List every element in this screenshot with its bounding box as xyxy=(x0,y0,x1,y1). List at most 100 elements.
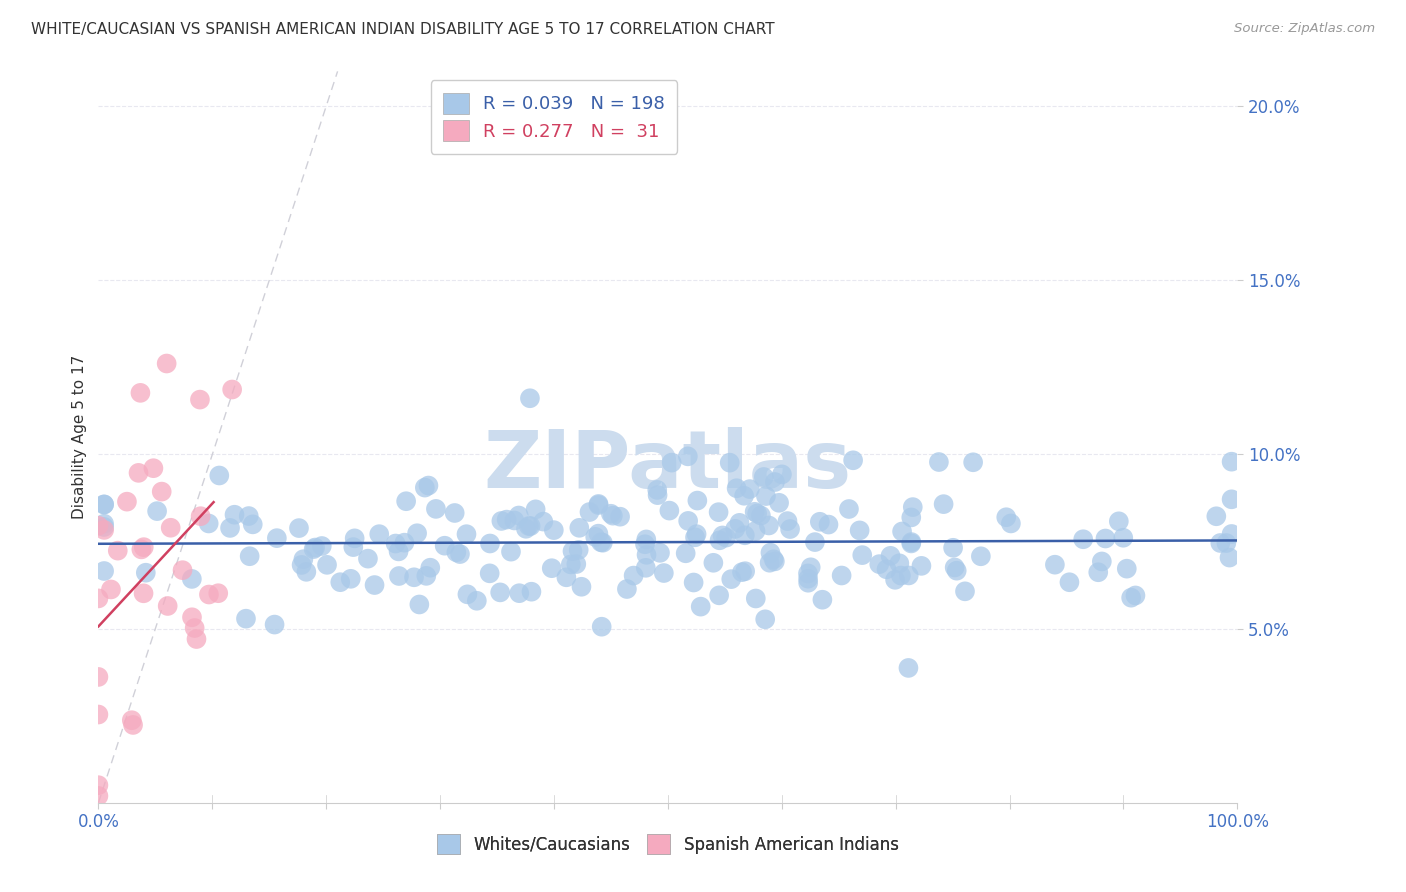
Point xyxy=(508,586,530,600)
Point xyxy=(115,494,138,508)
Point xyxy=(329,575,352,590)
Point xyxy=(709,533,731,548)
Point xyxy=(93,523,115,537)
Point xyxy=(733,489,755,503)
Point xyxy=(945,564,967,578)
Point xyxy=(1215,536,1237,550)
Point xyxy=(1108,514,1130,528)
Point xyxy=(897,661,920,675)
Point xyxy=(295,565,318,579)
Point xyxy=(900,536,922,550)
Point xyxy=(685,527,707,541)
Point xyxy=(634,537,657,551)
Point xyxy=(734,564,756,578)
Point xyxy=(142,461,165,475)
Point xyxy=(592,535,614,549)
Point xyxy=(588,498,610,512)
Point xyxy=(636,533,658,547)
Point xyxy=(724,522,747,536)
Point xyxy=(1094,532,1116,546)
Point xyxy=(93,520,115,534)
Point xyxy=(1091,554,1114,568)
Point xyxy=(384,536,406,550)
Point xyxy=(131,542,153,557)
Point xyxy=(316,558,339,572)
Point xyxy=(808,515,831,529)
Point xyxy=(190,509,212,524)
Point xyxy=(408,598,430,612)
Point xyxy=(890,568,912,582)
Point xyxy=(900,510,922,524)
Point xyxy=(129,385,152,400)
Point xyxy=(962,455,984,469)
Point xyxy=(602,508,624,523)
Point xyxy=(718,456,741,470)
Point xyxy=(770,467,793,482)
Point xyxy=(207,586,229,600)
Point xyxy=(388,569,411,583)
Point xyxy=(831,568,853,582)
Point xyxy=(263,617,285,632)
Point xyxy=(868,557,890,571)
Point xyxy=(415,569,437,583)
Point xyxy=(515,522,537,536)
Point xyxy=(339,572,361,586)
Point xyxy=(479,536,502,550)
Point xyxy=(583,530,606,544)
Point xyxy=(1220,455,1243,469)
Point xyxy=(676,450,699,464)
Legend: Whites/Caucasians, Spanish American Indians: Whites/Caucasians, Spanish American Indi… xyxy=(430,828,905,860)
Point xyxy=(100,582,122,597)
Point xyxy=(122,718,145,732)
Point xyxy=(156,357,179,371)
Point xyxy=(1220,492,1243,507)
Point xyxy=(744,505,766,519)
Point xyxy=(221,383,243,397)
Point xyxy=(311,539,333,553)
Point xyxy=(686,493,709,508)
Point xyxy=(616,582,638,596)
Point xyxy=(928,455,950,469)
Point xyxy=(932,497,955,511)
Point xyxy=(517,519,540,533)
Point xyxy=(1087,566,1109,580)
Point xyxy=(995,510,1018,524)
Point xyxy=(725,481,748,495)
Point xyxy=(183,621,205,635)
Point xyxy=(811,592,834,607)
Point xyxy=(848,524,870,538)
Point xyxy=(759,546,782,560)
Point xyxy=(1071,533,1094,547)
Point xyxy=(302,542,325,557)
Point xyxy=(531,515,554,529)
Point xyxy=(879,549,901,563)
Point xyxy=(150,484,173,499)
Point xyxy=(465,594,488,608)
Point xyxy=(565,557,588,571)
Point xyxy=(419,560,441,574)
Point xyxy=(368,527,391,541)
Point xyxy=(489,585,512,599)
Point xyxy=(900,535,922,549)
Point xyxy=(1112,531,1135,545)
Point xyxy=(800,560,823,574)
Point xyxy=(779,522,801,536)
Point xyxy=(591,620,613,634)
Point xyxy=(156,599,179,613)
Point xyxy=(1209,536,1232,550)
Point xyxy=(943,560,966,574)
Point xyxy=(754,612,776,626)
Point xyxy=(402,570,425,584)
Point xyxy=(645,483,668,497)
Point xyxy=(797,575,820,590)
Point xyxy=(135,566,157,580)
Point xyxy=(292,552,315,566)
Point xyxy=(744,524,766,538)
Point xyxy=(197,516,219,531)
Point xyxy=(758,556,780,570)
Point xyxy=(876,562,898,576)
Point xyxy=(728,516,751,530)
Point xyxy=(121,713,143,727)
Point xyxy=(443,506,465,520)
Point xyxy=(682,575,704,590)
